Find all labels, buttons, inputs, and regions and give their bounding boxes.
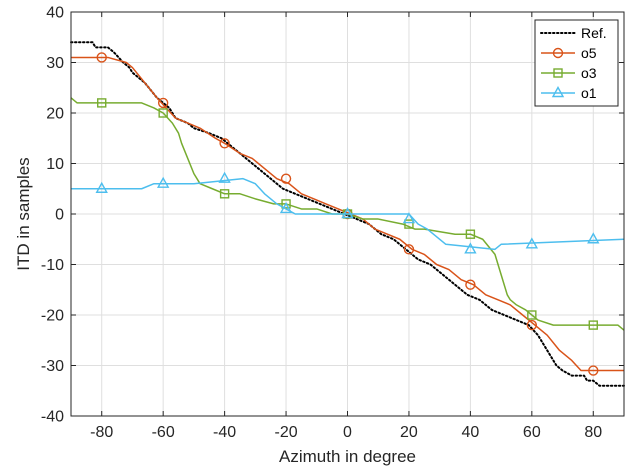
series-line [71,177,625,251]
series-point [95,181,108,193]
series-line [71,56,624,372]
series-point [402,212,416,224]
series-point [403,244,415,255]
series-point [341,207,354,219]
y-tick-label: 20 [46,106,64,123]
series-point [465,279,476,290]
series-point [157,97,169,109]
legend-marker [551,86,565,98]
legend-label: Ref. [581,25,607,41]
series-point [280,173,292,184]
series-1 [71,52,624,376]
legend-entry: o1 [541,85,597,101]
series-point [96,52,107,63]
x-tick-label: -20 [274,424,297,441]
y-tick-label: 30 [46,55,64,72]
legend-entry: o3 [541,65,597,81]
y-tick-label: -20 [41,308,64,325]
series-point [404,219,414,229]
legend-marker [552,47,564,59]
series-point [218,171,231,183]
series-point [527,310,537,320]
x-tick-label: 80 [584,424,602,441]
y-tick-label: 10 [46,156,64,173]
series-point [281,199,291,209]
legend-label: o1 [581,85,597,101]
x-tick-label: 0 [343,424,352,441]
x-tick-label: 40 [461,424,479,441]
series-point [219,138,230,149]
ticks-layer: -80 -60 -40 -20 0 20 40 60 80 -40 -30 -20 -10 0 10 20 30… [41,5,624,441]
y-tick-label: 40 [46,5,64,22]
legend-label: o5 [581,45,597,61]
series-point [526,319,538,331]
legend-entry: o5 [541,45,597,61]
x-tick-label: 20 [400,424,418,441]
x-axis-title: Azimuth in degree [279,447,416,466]
series-point [465,229,476,239]
series-point [219,189,230,199]
legend-marker [553,68,563,78]
series-point [158,108,168,118]
series-point [525,237,539,249]
y-tick-label: -40 [41,409,64,426]
series-point [97,98,107,108]
x-tick-label: -60 [152,424,175,441]
series-point [587,232,600,244]
y-axis-title: ITD in samples [14,157,33,270]
series-point [588,320,598,330]
legend: Ref. o5 o3 o1 [534,19,619,107]
legend-box [534,19,619,107]
legend-entry: Ref. [540,25,607,41]
y-tick-label: 0 [55,207,64,224]
series-point [279,202,293,214]
x-tick-label: -40 [213,424,236,441]
x-tick-label: -80 [90,424,113,441]
y-tick-label: -30 [41,358,64,375]
series-3 [71,171,625,254]
legend-label: o3 [581,65,597,81]
x-tick-label: 60 [523,424,541,441]
y-tick-label: -10 [41,257,64,274]
series-point [156,176,170,188]
series-point [588,365,599,376]
series-layer [70,41,625,387]
series-point [464,242,477,254]
